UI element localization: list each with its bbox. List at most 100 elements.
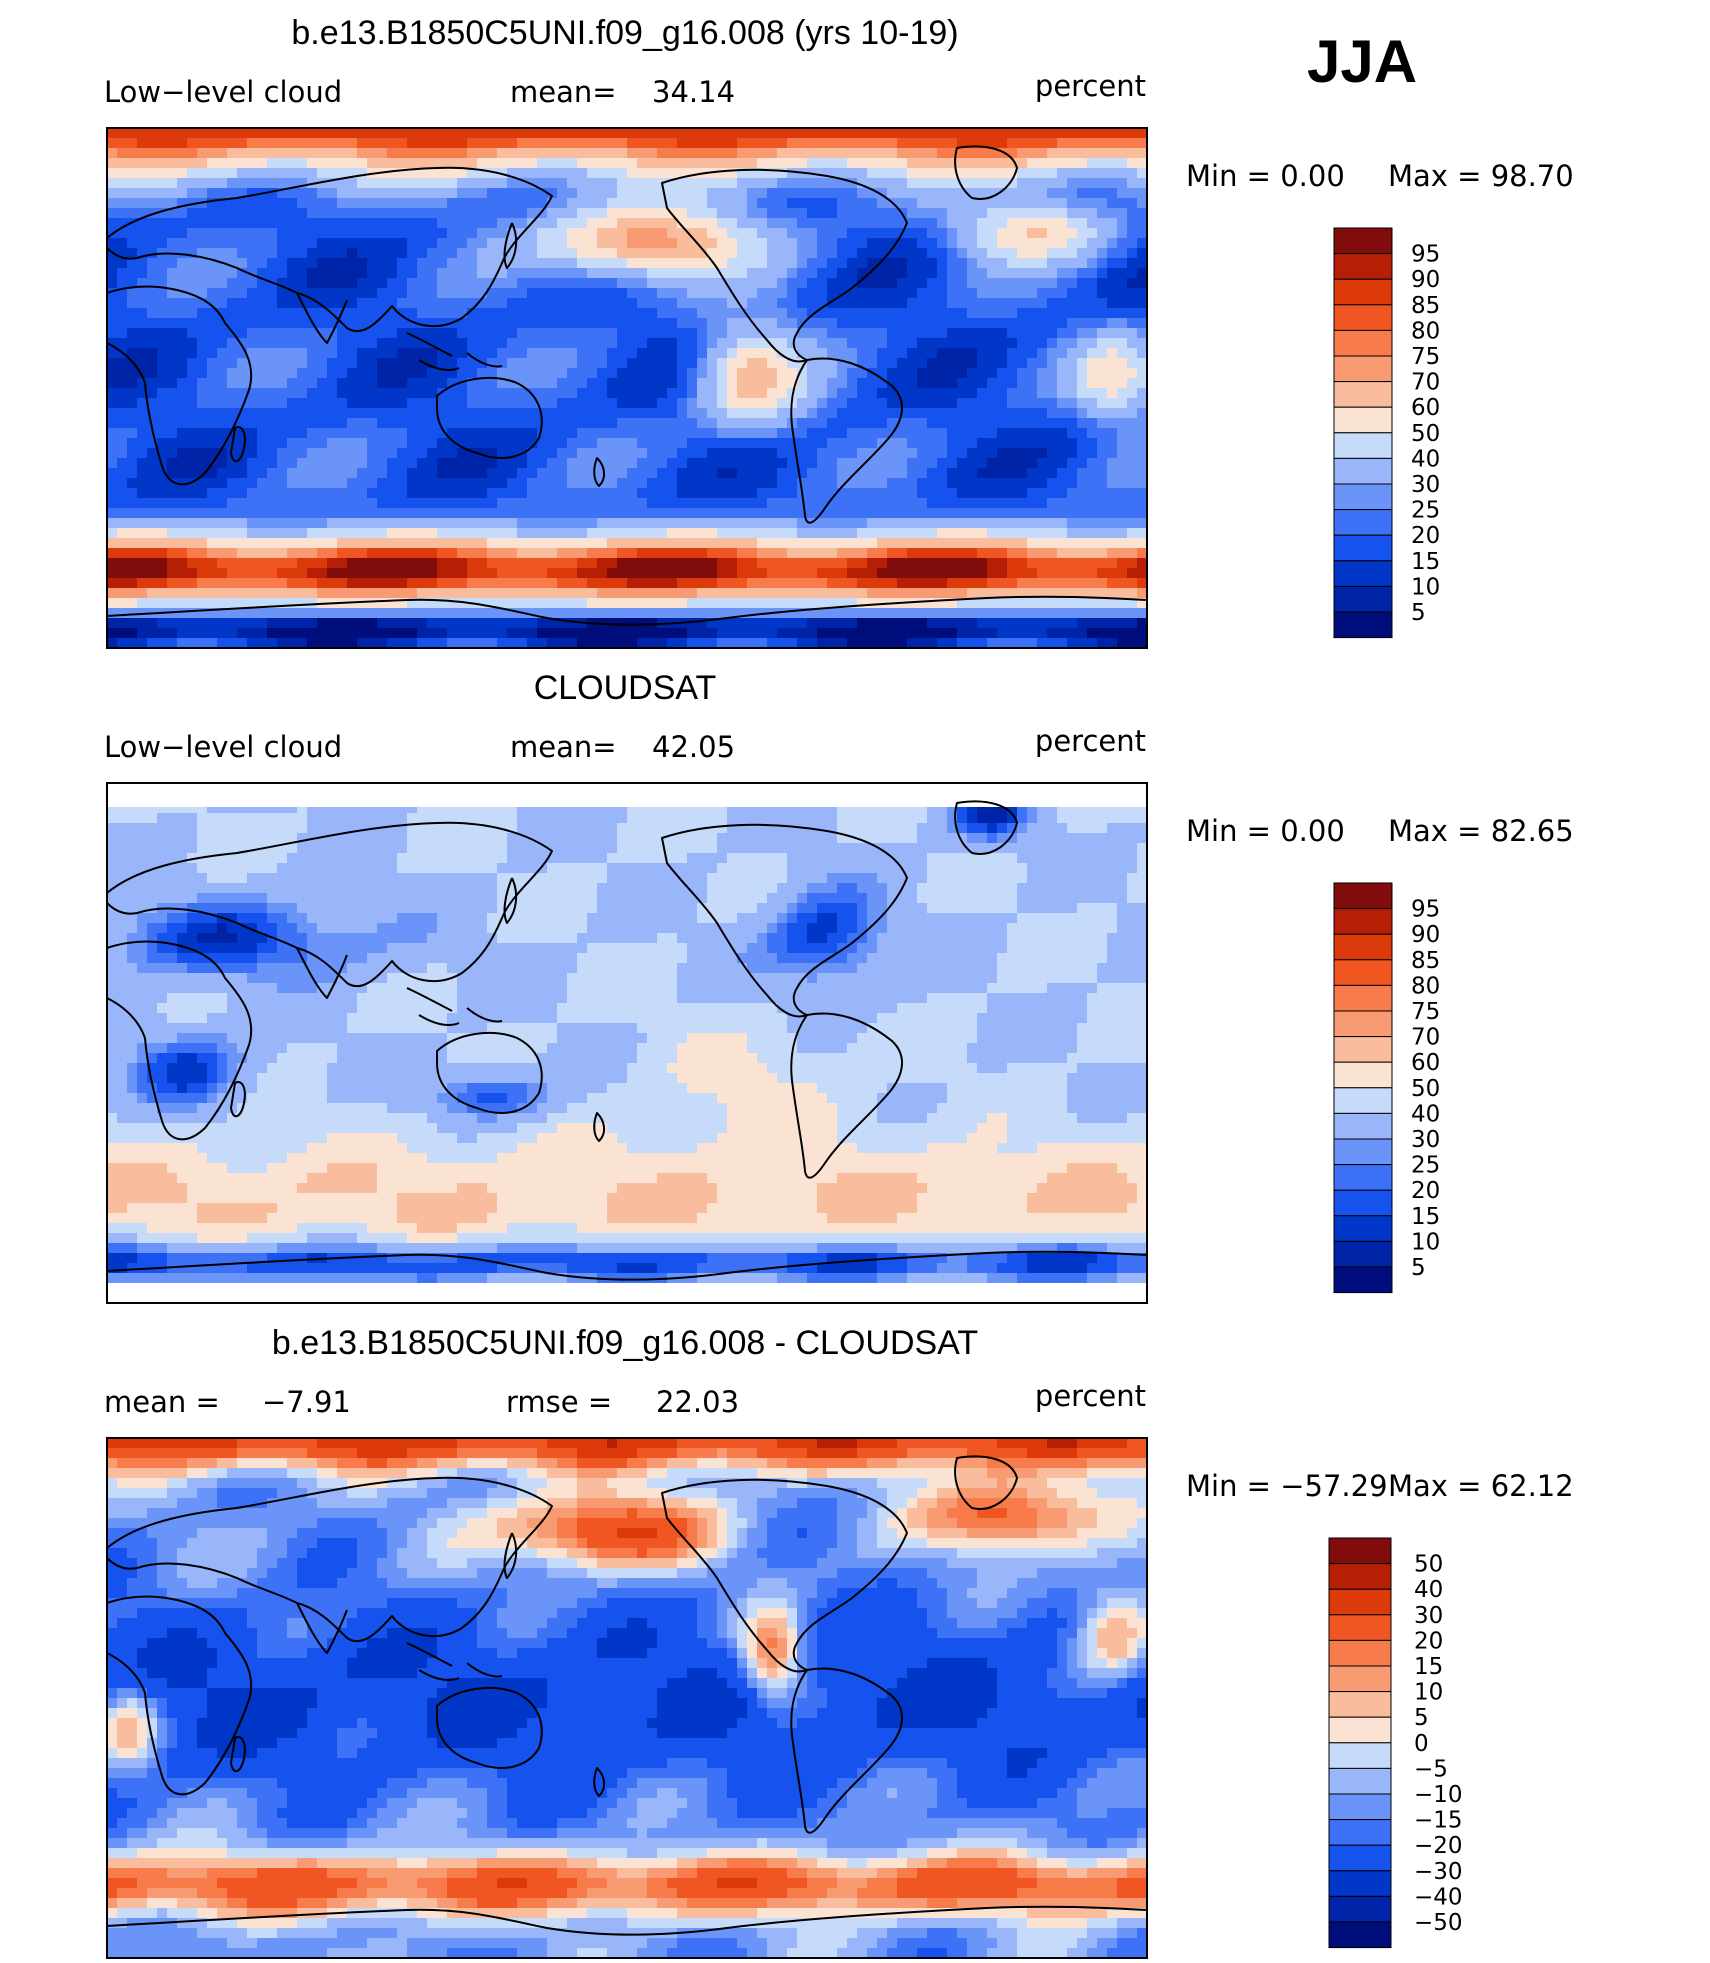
colorbar-swatch [1333,483,1393,511]
colorbar-swatch [1328,1844,1392,1872]
colorbar-tick-label: −5 [1414,1756,1448,1782]
colorbar-tick-label: 5 [1411,600,1426,626]
colorbar-tick-label: 50 [1414,1552,1443,1578]
panel-title: CLOUDSAT [534,669,717,707]
colorbar-tick-label: 60 [1411,395,1440,421]
colorbar-swatch [1333,560,1393,587]
colorbar-tick-label: −20 [1414,1833,1463,1859]
colorbar-swatch [1333,457,1393,485]
colorbar-tick-label: 50 [1411,1076,1440,1102]
colorbar-swatch [1328,1691,1392,1718]
colorbar-swatch [1333,253,1393,280]
colorbar-swatch [1328,1563,1392,1590]
map-frame [106,1437,1148,1959]
colorbar-tick-label: 15 [1411,549,1440,575]
colorbar-swatch [1328,1895,1392,1923]
colorbar-tick-label: −40 [1414,1884,1463,1910]
max-label: Max = 98.70 [1388,159,1574,193]
colorbar-tick-label: 0 [1414,1731,1429,1757]
colorbar-tick-label: 10 [1411,574,1440,600]
colorbar-tick-label: 95 [1411,897,1440,923]
colorbar-swatch [1328,1742,1392,1769]
variable-label: Low−level cloud [104,730,342,764]
colorbar-swatch [1333,959,1393,986]
colorbar-swatch [1333,1164,1393,1191]
colorbar-swatch [1333,1112,1393,1140]
colorbar-swatch [1333,278,1393,306]
colorbar-swatch [1328,1665,1392,1693]
colorbar-swatch [1328,1870,1392,1897]
colorbar-swatch [1328,1639,1392,1667]
colorbar-swatch [1333,908,1393,935]
colorbar-swatch [1333,1036,1393,1063]
colorbar-swatch [1333,611,1393,639]
colorbar-tick-label: 80 [1411,973,1440,999]
rmse-value: 22.03 [656,1385,739,1419]
colorbar-swatch [1333,1240,1393,1268]
colorbar-swatch [1333,1266,1393,1294]
colorbar-tick-label: −50 [1414,1910,1463,1936]
colorbar-tick-label: 85 [1411,948,1440,974]
min-label: Min = 0.00 [1186,814,1345,848]
colorbar-tick-label: 70 [1411,1025,1440,1051]
colorbar-swatch [1333,432,1393,459]
colorbar-tick-label: 15 [1414,1654,1443,1680]
colorbar-tick-label: 85 [1411,293,1440,319]
colorbar-tick-label: 80 [1411,318,1440,344]
mean-label: mean= [510,730,617,764]
colorbar-swatch [1333,534,1393,562]
units-label: percent [1035,1379,1146,1413]
colorbar-swatch [1328,1819,1392,1846]
colorbar-tick-label: 15 [1411,1204,1440,1230]
colorbar-tick-label: 10 [1414,1680,1443,1706]
panel-1: b.e13.B1850C5UNI.f09_g16.008 (yrs 10-19)… [104,14,1574,649]
rmse-label: rmse = [506,1385,612,1419]
colorbar-tick-label: 90 [1411,922,1440,948]
mean-value: −7.91 [262,1385,351,1419]
panel-3: b.e13.B1850C5UNI.f09_g16.008 - CLOUDSAT m… [104,1324,1574,1959]
colorbar-swatch [1333,1087,1393,1114]
colorbar-swatch [1328,1588,1392,1616]
season-label: JJA [1307,28,1417,95]
colorbar-tick-label: 25 [1411,498,1440,524]
min-label: Min = 0.00 [1186,159,1345,193]
variable-label: Low−level cloud [104,75,342,109]
min-label: Min = −57.29 [1186,1469,1388,1503]
colorbar-swatch [1333,329,1393,357]
mean-label: mean = [104,1385,220,1419]
colorbar-swatch [1333,1215,1393,1242]
colorbar-swatch [1333,509,1393,536]
max-label: Max = 82.65 [1388,814,1574,848]
colorbar-tick-label: 20 [1414,1628,1443,1654]
units-label: percent [1035,724,1146,758]
colorbar-swatch [1328,1767,1392,1795]
map [106,783,1148,1304]
colorbar-tick-label: 70 [1411,370,1440,396]
map [106,1438,1148,1959]
colorbar-swatch [1333,381,1393,408]
colorbar-swatch [1333,1010,1393,1038]
colorbar-tick-label: 60 [1411,1050,1440,1076]
units-label: percent [1035,69,1146,103]
map-frame [106,127,1148,649]
colorbar-swatch [1328,1921,1392,1949]
panel-title: b.e13.B1850C5UNI.f09_g16.008 - CLOUDSAT [272,1324,978,1362]
colorbar-swatch [1333,227,1393,255]
colorbar-swatch [1333,882,1393,910]
colorbar-tick-label: 40 [1411,1101,1440,1127]
colorbar-tick-label: 40 [1414,1577,1443,1603]
colorbar-swatch [1333,406,1393,434]
colorbar-tick-label: 50 [1411,421,1440,447]
max-label: Max = 62.12 [1388,1469,1574,1503]
colorbar-swatch [1328,1716,1392,1744]
colorbar-tick-label: 30 [1414,1603,1443,1629]
colorbar-tick-label: 25 [1411,1153,1440,1179]
map-frame [106,782,1148,1304]
mean-value: 34.14 [652,75,735,109]
colorbar-swatch [1333,1138,1393,1166]
colorbar-tick-label: −15 [1414,1808,1463,1834]
colorbar-tick-label: 75 [1411,999,1440,1025]
